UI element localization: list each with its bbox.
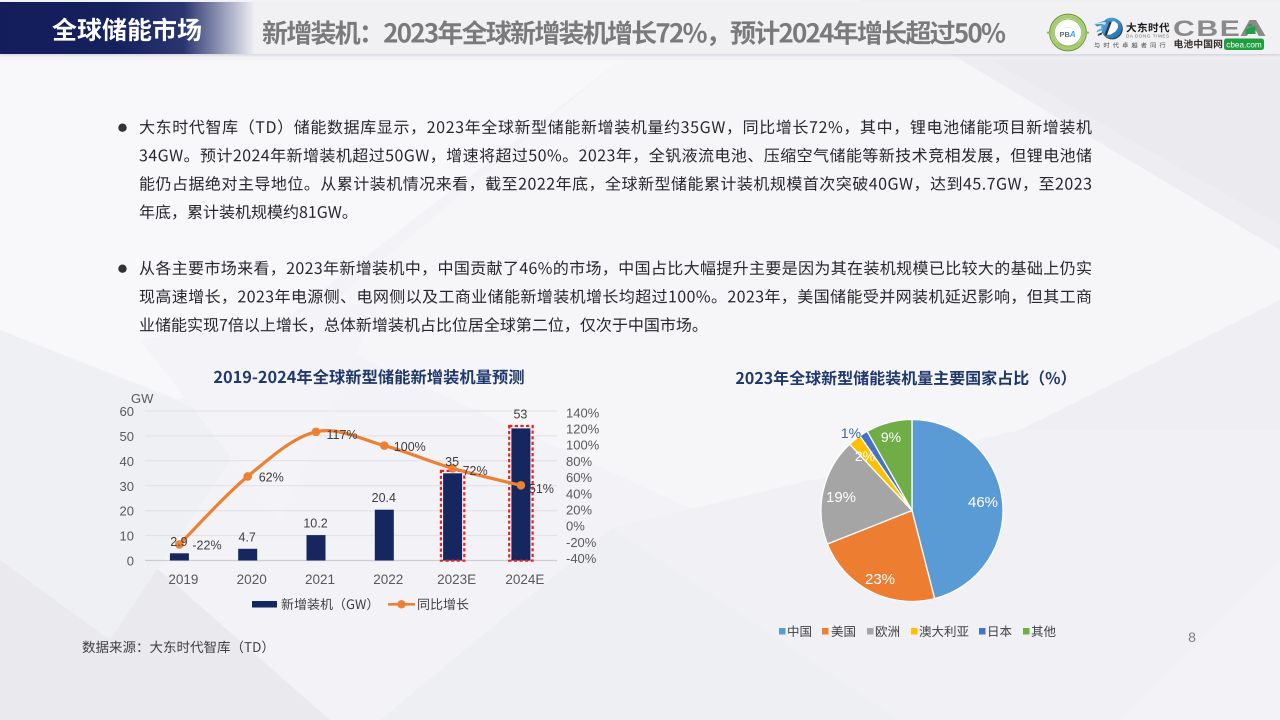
svg-text:-40%: -40% — [566, 551, 597, 566]
svg-text:2%: 2% — [855, 448, 875, 464]
svg-text:20%: 20% — [566, 503, 592, 518]
svg-text:72%: 72% — [463, 464, 488, 478]
svg-text:-20%: -20% — [566, 535, 597, 550]
svg-text:140%: 140% — [566, 405, 600, 420]
svg-text:PB: PB — [1060, 30, 1071, 39]
svg-text:2022: 2022 — [373, 572, 403, 587]
svg-text:20.4: 20.4 — [372, 491, 396, 505]
svg-text:GW: GW — [131, 391, 154, 406]
svg-text:8: 8 — [1188, 629, 1196, 645]
svg-text:80%: 80% — [566, 454, 592, 469]
svg-text:CBE: CBE — [1173, 16, 1242, 41]
svg-text:4.7: 4.7 — [239, 530, 256, 544]
svg-text:2.9: 2.9 — [170, 535, 187, 549]
svg-text:117%: 117% — [327, 428, 358, 442]
svg-text:60%: 60% — [566, 470, 592, 485]
svg-text:40: 40 — [120, 454, 134, 469]
svg-text:19%: 19% — [826, 489, 856, 506]
svg-text:46%: 46% — [968, 494, 998, 511]
svg-text:100%: 100% — [394, 440, 426, 454]
svg-text:35: 35 — [445, 455, 459, 469]
svg-text:10: 10 — [120, 529, 134, 544]
svg-text:120%: 120% — [566, 422, 600, 437]
svg-text:62%: 62% — [259, 470, 284, 484]
svg-text:1%: 1% — [841, 425, 861, 441]
svg-text:2020: 2020 — [237, 572, 267, 587]
svg-text:51%: 51% — [529, 482, 554, 496]
svg-text:20: 20 — [120, 504, 134, 519]
svg-text:2024E: 2024E — [505, 572, 544, 587]
svg-text:0%: 0% — [566, 519, 585, 534]
svg-text:53: 53 — [513, 407, 527, 421]
svg-text:0: 0 — [127, 554, 134, 569]
svg-text:-22%: -22% — [192, 538, 221, 552]
svg-text:A: A — [1069, 30, 1076, 39]
svg-text:2021: 2021 — [305, 572, 335, 587]
svg-text:DA DONG TIMES: DA DONG TIMES — [1126, 34, 1170, 39]
svg-text:cbea.com: cbea.com — [1226, 40, 1262, 49]
svg-text:40%: 40% — [566, 486, 592, 501]
svg-text:2019: 2019 — [168, 572, 198, 587]
svg-text:10.2: 10.2 — [303, 517, 327, 531]
svg-text:2023E: 2023E — [437, 572, 476, 587]
svg-text:9%: 9% — [881, 429, 901, 445]
svg-text:60: 60 — [120, 404, 134, 419]
svg-text:100%: 100% — [566, 438, 600, 453]
svg-text:23%: 23% — [865, 571, 895, 588]
svg-text:30: 30 — [120, 479, 134, 494]
svg-text:50: 50 — [120, 429, 134, 444]
